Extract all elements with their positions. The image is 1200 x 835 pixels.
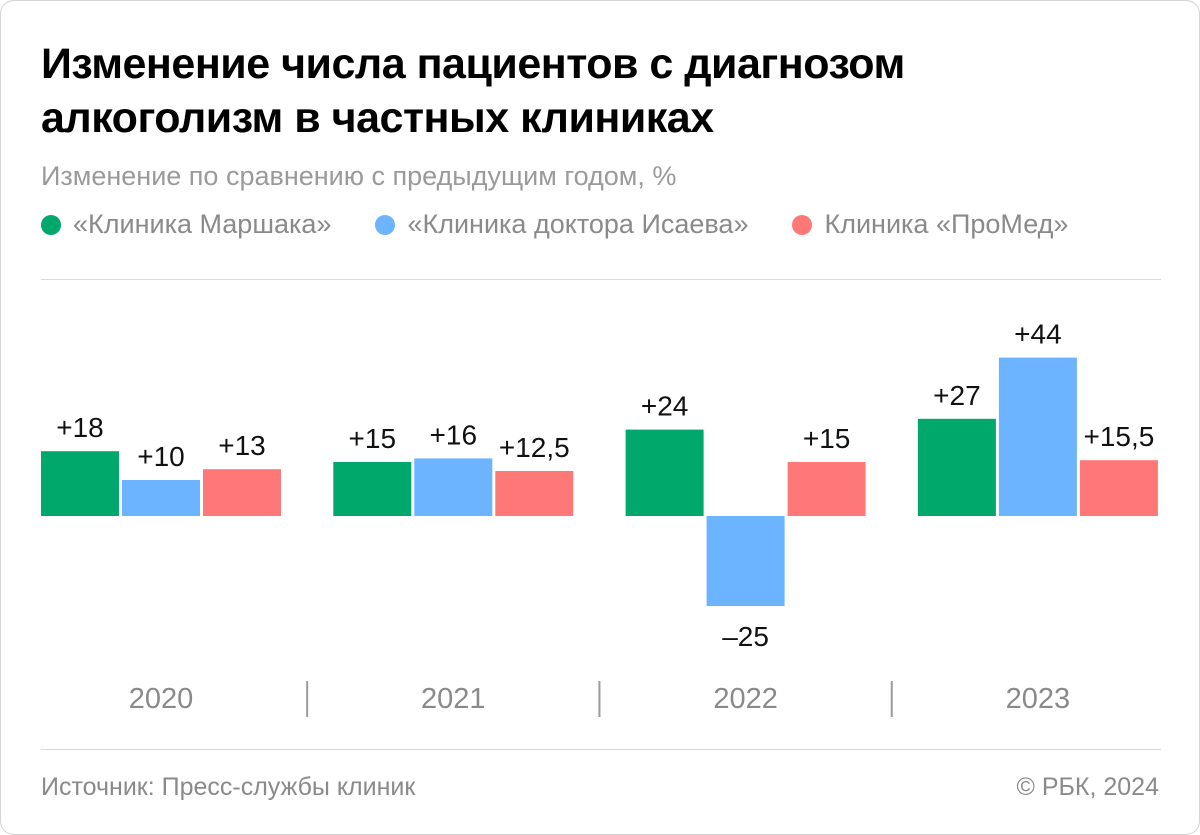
- data-label-promed-2021: +12,5: [499, 432, 570, 463]
- legend-item-marshak: «Клиника Маршака»: [41, 209, 331, 240]
- legend-label-isaev: «Клиника доктора Исаева»: [407, 209, 749, 239]
- legend: «Клиника Маршака» «Клиника доктора Исаев…: [41, 209, 1068, 240]
- bar-chart: +18 +10 +13 2020 +15 +16 +12,5 2021 +24 –25 +15 202…: [41, 319, 1158, 717]
- bar-isaev-2020: [122, 480, 200, 516]
- bar-promed-2023: [1079, 460, 1158, 516]
- chart-title-line-1: Изменение числа пациентов с диагнозом: [41, 40, 905, 88]
- chart-title: Изменение числа пациентов с диагнозом ал…: [41, 37, 1141, 145]
- bar-marshak-2023: [917, 418, 996, 516]
- bar-marshak-2021: [333, 462, 412, 516]
- bar-marshak-2020: [41, 451, 119, 516]
- x-tick-2023: 2023: [1006, 683, 1071, 715]
- legend-label-promed: Клиника «ПроМед»: [824, 209, 1069, 239]
- legend-dot-promed: [792, 214, 813, 235]
- data-label-promed-2022: +15: [803, 423, 851, 454]
- data-label-isaev-2023: +44: [1014, 319, 1062, 350]
- data-label-isaev-2021: +16: [430, 419, 478, 450]
- legend-item-isaev: «Клиника доктора Исаева»: [375, 209, 748, 240]
- bar-isaev-2023: [998, 357, 1077, 516]
- x-tick-2021: 2021: [421, 683, 486, 715]
- data-label-marshak-2023: +27: [933, 380, 981, 411]
- copyright-note: © РБК, 2024: [1016, 773, 1159, 801]
- legend-label-marshak: «Клиника Маршака»: [73, 209, 332, 239]
- data-label-isaev-2020: +10: [137, 441, 185, 472]
- bar-isaev-2022: [706, 516, 785, 606]
- chart-title-line-2: алкоголизм в частных клиниках: [41, 94, 714, 142]
- bottom-divider: [41, 749, 1161, 750]
- legend-dot-isaev: [375, 214, 396, 235]
- x-tick-2022: 2022: [713, 683, 778, 715]
- bar-isaev-2021: [414, 458, 493, 516]
- bar-promed-2022: [787, 462, 866, 516]
- legend-item-promed: Клиника «ПроМед»: [792, 209, 1068, 240]
- chart-subtitle: Изменение по сравнению с предыдущим годо…: [41, 161, 677, 191]
- bar-marshak-2022: [625, 429, 704, 516]
- data-label-promed-2023: +15,5: [1083, 421, 1154, 452]
- bar-promed-2021: [495, 471, 574, 516]
- bar-promed-2020: [203, 469, 281, 516]
- legend-dot-marshak: [41, 214, 61, 235]
- data-label-isaev-2022: –25: [722, 621, 769, 652]
- data-label-marshak-2022: +24: [641, 391, 689, 422]
- data-label-marshak-2020: +18: [56, 412, 104, 443]
- data-label-promed-2020: +13: [218, 430, 266, 461]
- top-divider: [41, 279, 1161, 280]
- data-label-marshak-2021: +15: [349, 423, 397, 454]
- x-tick-2020: 2020: [129, 683, 194, 715]
- source-note: Источник: Пресс-службы клиник: [41, 773, 416, 801]
